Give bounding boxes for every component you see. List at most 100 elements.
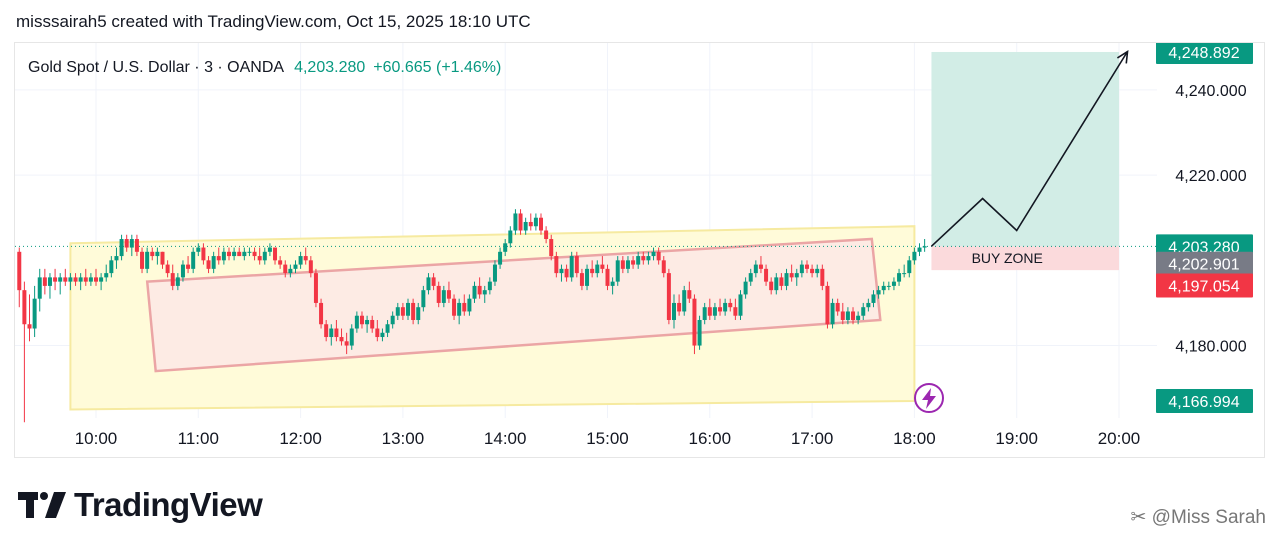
candle-body (544, 230, 549, 240)
chart-attribution: misssairah5 created with TradingView.com… (16, 12, 531, 31)
candle-body (42, 277, 47, 286)
x-axis-tick-label: 18:00 (893, 429, 936, 448)
candle-body (897, 273, 902, 282)
price-label-badge (1156, 43, 1253, 64)
candle-body (349, 328, 354, 346)
candle-body (344, 341, 349, 346)
candle-body (467, 298, 472, 312)
candle-body (104, 273, 109, 278)
x-axis-tick-label: 13:00 (382, 429, 425, 448)
price-label-badge (1156, 388, 1253, 413)
candle-body (631, 260, 636, 265)
candle-body (656, 251, 661, 261)
candle-body (856, 315, 861, 320)
candle-body (677, 302, 682, 312)
candle-body (395, 307, 400, 316)
candle-body (723, 302, 728, 312)
y-axis-tick-label: 4,180.000 (1175, 339, 1246, 356)
candle-body (758, 264, 763, 269)
price-chart[interactable]: BUY ZONE 4,240.000 4,220.000 4,180.000 10:00… (15, 43, 1266, 459)
candle-body (313, 273, 318, 303)
candle-body (17, 251, 22, 291)
candle-body (180, 264, 185, 278)
candle-body (426, 277, 431, 291)
candle-body (400, 307, 405, 316)
candle-body (441, 290, 446, 303)
x-axis-tick-label: 14:00 (484, 429, 527, 448)
price-label-text: 4,166.994 (1168, 394, 1239, 411)
candle-body (498, 251, 503, 265)
candle-body (211, 256, 216, 269)
price-label-text: 4,197.054 (1168, 278, 1239, 295)
candle-body (881, 285, 886, 291)
candle-body (354, 315, 359, 329)
candle-body (308, 260, 313, 274)
candle-body (625, 260, 630, 269)
price-label-text: 4,202.901 (1168, 257, 1239, 274)
candle-body (579, 273, 584, 286)
x-axis-tick-label: 16:00 (689, 429, 732, 448)
candle-body (748, 273, 753, 282)
candle-body (324, 324, 329, 338)
candle-body (145, 251, 150, 269)
candle-body (482, 290, 487, 295)
projection-path (930, 51, 1129, 247)
candle-body (682, 290, 687, 312)
candle-body (513, 213, 518, 231)
candle-body (600, 264, 605, 269)
candle-body (370, 319, 375, 329)
symbol-name: Gold Spot / U.S. Dollar · 3 · OANDA (28, 59, 284, 76)
candle-body (339, 337, 344, 342)
candle-body (733, 307, 738, 316)
candle-body (365, 319, 370, 325)
price-label-badge (1156, 251, 1253, 276)
candle-body (876, 290, 881, 295)
candle-body (820, 268, 825, 286)
candle-body (472, 285, 477, 299)
candle-body (549, 239, 554, 257)
candle-body (160, 251, 165, 265)
candle-body (155, 251, 160, 257)
candle-body (150, 251, 155, 257)
candle-body (886, 285, 891, 287)
candle-body (267, 247, 272, 252)
candle-body (32, 298, 37, 329)
candle-body (912, 251, 917, 261)
x-axis-tick-label: 12:00 (279, 429, 322, 448)
x-axis-tick-label: 17:00 (791, 429, 834, 448)
target-profit-zone (931, 51, 1119, 247)
lightning-icon-bolt (922, 388, 936, 409)
candle-body (835, 302, 840, 312)
candle-body (605, 268, 610, 286)
candle-body (697, 319, 702, 346)
candle-body (303, 256, 308, 261)
candle-body (922, 246, 927, 248)
candle-body (508, 230, 513, 244)
x-axis-tick-label: 15:00 (586, 429, 629, 448)
candle-body (452, 298, 457, 316)
candle-body (226, 251, 231, 257)
projection-arrowhead (1116, 49, 1129, 64)
candle-body (528, 221, 533, 227)
candle-body (68, 277, 73, 282)
price-label-badge (1156, 273, 1253, 298)
candle-body (610, 281, 615, 286)
candle-body (825, 285, 830, 325)
candle-body (124, 239, 129, 248)
candle-body (242, 251, 247, 257)
candle-body (206, 260, 211, 269)
candle-body (728, 302, 733, 308)
tradingview-brand[interactable]: TradingView (18, 486, 263, 524)
candle-body (615, 260, 620, 282)
candle-body (99, 277, 104, 282)
candle-body (774, 277, 779, 291)
candle-body (53, 277, 58, 282)
candle-body (129, 239, 134, 248)
candle-body (764, 268, 769, 282)
candle-body (278, 260, 283, 265)
candle-body (201, 247, 206, 261)
last-price: 4,203.280 (294, 59, 365, 76)
candle-body (78, 277, 83, 282)
candle-body (712, 307, 717, 316)
candle-body (73, 277, 78, 282)
